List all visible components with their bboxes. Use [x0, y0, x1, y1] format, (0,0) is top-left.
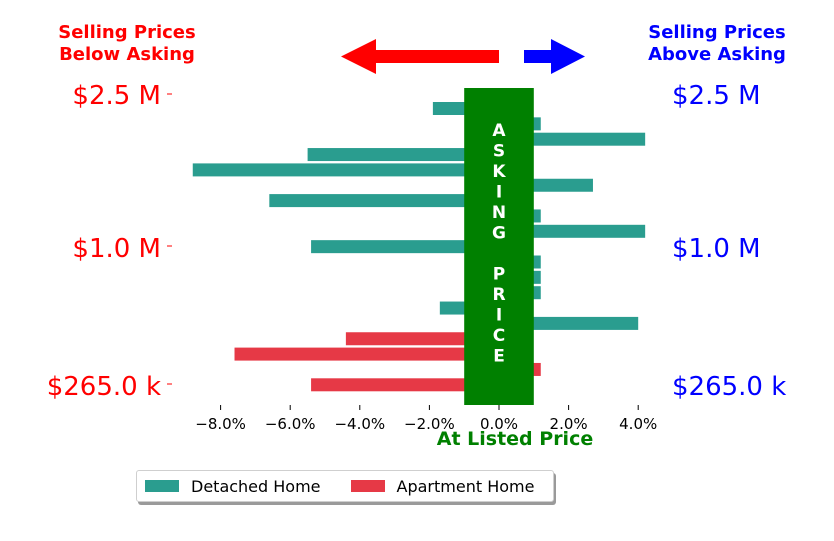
asking-letter: K [492, 162, 506, 182]
legend-label-detached: Detached Home [191, 476, 321, 496]
detached-bar [307, 148, 499, 162]
apartment-bar [345, 332, 499, 346]
y-label-left-top: $2.5 M [72, 81, 161, 111]
detached-bar [499, 132, 646, 146]
legend-item-detached: Detached Home [145, 477, 321, 496]
legend: Detached Home Apartment Home [136, 470, 554, 502]
apartment-bar [234, 347, 499, 361]
detached-bar [311, 240, 499, 254]
apartment-bar [311, 378, 499, 392]
y-label-right-top: $2.5 M [672, 81, 761, 111]
y-label-left-bottom: $265.0 k [47, 372, 161, 402]
asking-letter: I [496, 306, 502, 326]
detached-bar [192, 163, 499, 177]
legend-item-apartment: Apartment Home [350, 476, 535, 496]
x-tick-label: −8.0% [195, 415, 246, 433]
x-axis: −8.0% −6.0% −4.0% −2.0% 0.0% 2.0% 4.0% [195, 405, 657, 433]
asking-letter: R [492, 285, 505, 305]
bars-group [192, 102, 646, 392]
legend-label-apartment: Apartment Home [396, 476, 535, 496]
asking-letter: N [492, 203, 506, 223]
left-arrow-icon [341, 39, 499, 74]
asking-letter: A [492, 121, 506, 141]
x-tick-label: −4.0% [334, 415, 385, 433]
detached-bar [269, 194, 499, 208]
asking-price-band [464, 88, 534, 405]
asking-letter: C [493, 326, 505, 346]
detached-bar [499, 224, 646, 238]
asking-letter: P [493, 265, 505, 285]
y-label-left-mid: $1.0 M [72, 234, 161, 264]
above-asking-title-line1: Selling Prices [648, 22, 785, 43]
asking-letter: E [493, 347, 505, 367]
x-tick-label: 2.0% [550, 415, 588, 433]
below-asking-title-line2: Below Asking [59, 44, 195, 65]
legend-swatch-apartment [350, 480, 385, 492]
y-label-right-mid: $1.0 M [672, 234, 761, 264]
x-tick-label: 0.0% [480, 415, 518, 433]
legend-swatch-detached [145, 480, 179, 492]
x-tick-label: 4.0% [619, 415, 657, 433]
below-asking-title-line1: Selling Prices [58, 22, 195, 43]
asking-letter: I [496, 183, 502, 203]
asking-letter: G [492, 224, 506, 244]
x-tick-label: −2.0% [404, 415, 455, 433]
at-listed-price-label: At Listed Price [437, 428, 593, 450]
right-arrow-icon [524, 39, 585, 74]
x-tick-label: −6.0% [265, 415, 316, 433]
above-asking-title-line2: Above Asking [648, 44, 786, 65]
y-label-right-bottom: $265.0 k [672, 372, 786, 402]
asking-letter: S [493, 142, 505, 162]
